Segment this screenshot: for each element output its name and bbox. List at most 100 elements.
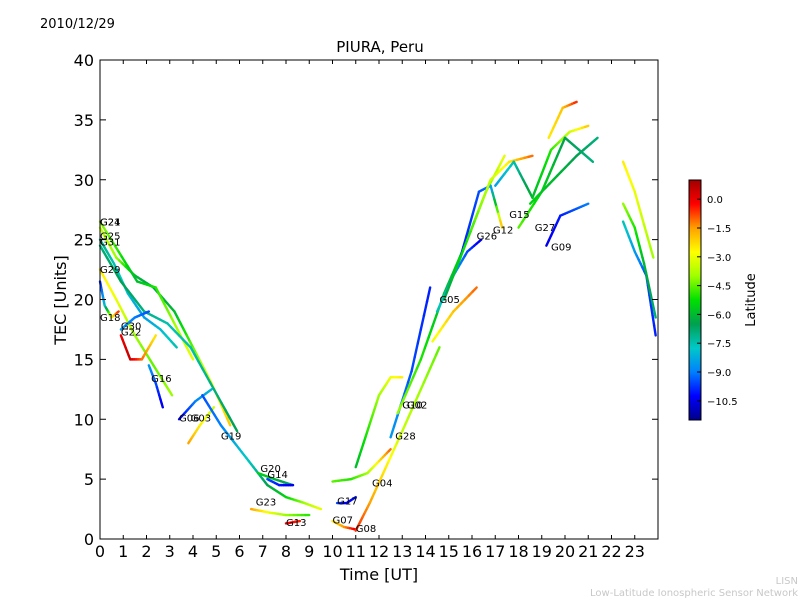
series-segment bbox=[353, 495, 357, 500]
x-tick-label: 1 bbox=[118, 542, 128, 561]
series-segment bbox=[458, 248, 465, 261]
x-tick-label: 14 bbox=[415, 542, 435, 561]
y-tick-label: 5 bbox=[84, 470, 94, 489]
series-segment bbox=[410, 356, 416, 373]
satellite-label: G08 bbox=[356, 524, 376, 535]
series-segment bbox=[450, 268, 457, 281]
series-g12 bbox=[459, 184, 504, 259]
satellite-label: G03 bbox=[191, 414, 211, 425]
series-segment bbox=[500, 154, 506, 163]
series-segment bbox=[636, 201, 643, 215]
x-tick-label: 2 bbox=[141, 542, 151, 561]
satellite-label: G12 bbox=[493, 226, 513, 237]
series-segment bbox=[435, 346, 441, 356]
x-tick-label: 12 bbox=[369, 542, 389, 561]
series-segment bbox=[466, 228, 473, 241]
series-segment bbox=[415, 358, 423, 370]
series-segment bbox=[471, 286, 478, 293]
satellite-label: G07 bbox=[333, 515, 353, 526]
series-g04 bbox=[331, 447, 392, 483]
satellite-label: G29 bbox=[100, 265, 120, 276]
x-tick-label: 0 bbox=[95, 542, 105, 561]
series-segment bbox=[431, 314, 438, 328]
satellite-label: G10 bbox=[402, 400, 422, 411]
series-g09 bbox=[545, 202, 590, 247]
series-segment bbox=[543, 156, 550, 167]
series-g20 bbox=[256, 471, 295, 487]
x-tick-label: 4 bbox=[188, 542, 198, 561]
series-segment bbox=[446, 274, 454, 286]
series-segment bbox=[587, 156, 595, 163]
series-segment bbox=[540, 164, 547, 175]
x-tick-label: 21 bbox=[578, 542, 598, 561]
series-segment bbox=[403, 381, 410, 395]
series-segment bbox=[392, 414, 399, 428]
series-segment bbox=[419, 381, 426, 391]
series-segment bbox=[544, 172, 551, 184]
series-segment bbox=[204, 374, 212, 384]
series-segment bbox=[232, 423, 239, 433]
satellite-label: G09 bbox=[551, 242, 571, 253]
series-g15 bbox=[442, 154, 534, 301]
series-segment bbox=[531, 188, 537, 199]
series-segment bbox=[216, 395, 223, 405]
plot-area bbox=[99, 59, 659, 540]
x-tick-label: 17 bbox=[485, 542, 505, 561]
series-segment bbox=[534, 180, 540, 191]
satellite-label: G27 bbox=[535, 223, 555, 234]
footer-network: Low-Latitude Ionospheric Sensor Network bbox=[590, 588, 798, 599]
series-g18 bbox=[98, 280, 120, 319]
satellite-label: G26 bbox=[477, 232, 497, 243]
series-g21 bbox=[98, 226, 232, 427]
satellite-label: G23 bbox=[256, 497, 276, 508]
series-segment bbox=[471, 201, 478, 215]
x-tick-label: 9 bbox=[304, 542, 314, 561]
series-g23 bbox=[249, 507, 311, 517]
series-segment bbox=[425, 286, 432, 303]
satellite-label: G02 bbox=[407, 400, 427, 411]
series-segment bbox=[145, 310, 151, 314]
series-segment bbox=[401, 423, 407, 433]
series-segment bbox=[470, 218, 477, 231]
series-segment bbox=[552, 154, 559, 166]
y-tick-label: 0 bbox=[84, 530, 94, 549]
series-g34 bbox=[621, 220, 657, 337]
series-segment bbox=[160, 402, 164, 409]
series-g30 bbox=[119, 310, 151, 331]
y-tick-label: 40 bbox=[74, 51, 94, 70]
series-segment bbox=[387, 447, 392, 453]
series-segment bbox=[404, 416, 410, 426]
satellite-label: G31 bbox=[100, 238, 120, 249]
series-g01 bbox=[547, 100, 578, 140]
series-segment bbox=[219, 403, 226, 413]
series-segment bbox=[548, 163, 555, 175]
series-segment bbox=[212, 388, 220, 398]
colorbar-ticks: 0.0 −1.5 −3.0 −4.5 −6.0 −7.5 −9.0 −10.5 bbox=[697, 195, 738, 408]
x-tick-label: 22 bbox=[601, 542, 621, 561]
series-segment bbox=[573, 100, 578, 105]
series-g31 bbox=[98, 244, 239, 433]
series-segment bbox=[220, 402, 227, 412]
series-layer bbox=[98, 100, 657, 532]
y-tick-label: 20 bbox=[74, 291, 94, 310]
satellite-label: G24 bbox=[100, 217, 120, 228]
series-segment bbox=[404, 385, 411, 397]
series-segment bbox=[639, 212, 646, 226]
series-g13 bbox=[284, 519, 302, 525]
x-tick-label: 10 bbox=[322, 542, 342, 561]
series-segment bbox=[462, 234, 468, 248]
chart-title: PIURA, Peru bbox=[336, 38, 424, 56]
series-segment bbox=[224, 409, 231, 419]
x-axis-label: Time [UT] bbox=[339, 565, 418, 584]
series-segment bbox=[416, 328, 423, 345]
satellite-label: G04 bbox=[372, 478, 392, 489]
x-tick-label: 18 bbox=[508, 542, 528, 561]
colorbar-tick-label: −9.0 bbox=[707, 368, 731, 379]
series-segment bbox=[633, 190, 640, 204]
series-segment bbox=[642, 262, 648, 274]
series-segment bbox=[650, 298, 655, 310]
series-segment bbox=[152, 334, 158, 341]
series-g08 bbox=[354, 346, 441, 532]
x-tick-label: 3 bbox=[165, 542, 175, 561]
satellite-label: G19 bbox=[221, 432, 241, 443]
